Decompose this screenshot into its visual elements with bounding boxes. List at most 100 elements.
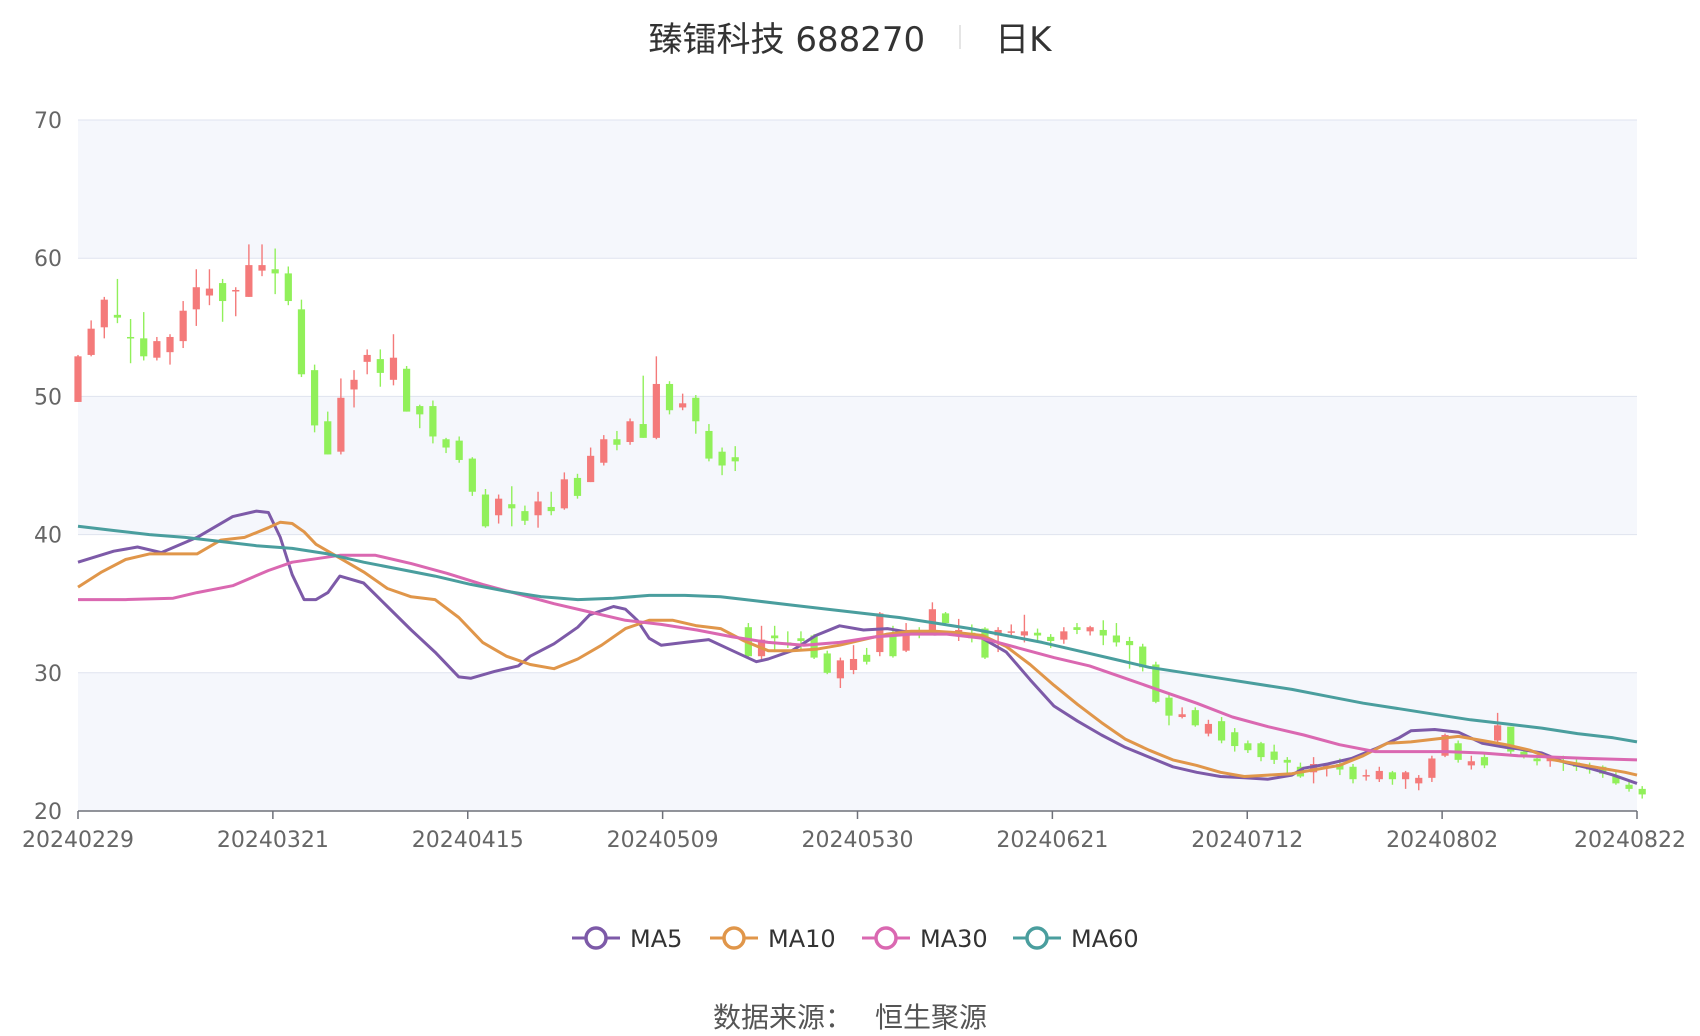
candle-body xyxy=(836,660,844,679)
candle xyxy=(403,365,411,412)
grid-lines xyxy=(78,119,1637,674)
candle-body xyxy=(126,336,135,339)
candle xyxy=(836,657,844,689)
candle xyxy=(429,400,437,444)
title-separator xyxy=(959,24,962,49)
candle-body xyxy=(1047,636,1055,642)
candle xyxy=(928,602,936,633)
candle xyxy=(442,437,450,454)
candle-body xyxy=(166,336,174,353)
candle-body xyxy=(87,328,95,355)
candle xyxy=(665,381,674,415)
candle-body xyxy=(1060,631,1068,640)
candle xyxy=(1467,755,1475,770)
candle-body xyxy=(797,638,805,642)
x-tick-label: 20240415 xyxy=(412,828,524,853)
candle-body xyxy=(376,359,384,373)
candle-body xyxy=(1112,635,1121,643)
candle-body xyxy=(153,341,161,358)
x-tick-label: 20240822 xyxy=(1574,828,1686,853)
period-label[interactable]: 日K xyxy=(995,20,1052,60)
candle xyxy=(376,349,384,387)
candle-body xyxy=(1467,761,1475,766)
legend-item-ma5[interactable]: MA5 xyxy=(572,925,682,953)
legend-marker xyxy=(1025,926,1049,950)
candle xyxy=(1244,740,1252,753)
candle xyxy=(1257,741,1265,762)
candle xyxy=(455,436,463,463)
candle xyxy=(1112,623,1121,647)
candle-body xyxy=(547,506,555,512)
candle xyxy=(126,319,135,364)
candle-body xyxy=(337,397,345,452)
x-tick-label: 20240229 xyxy=(22,828,134,853)
candle-body xyxy=(665,383,674,411)
stock-name: 臻镭科技 688270 xyxy=(648,20,926,60)
candle xyxy=(74,354,82,402)
legend-label: MA30 xyxy=(920,925,988,953)
candle xyxy=(876,611,884,657)
candle-body xyxy=(1533,758,1541,762)
y-tick-label: 30 xyxy=(34,662,62,687)
legend-item-ma10[interactable]: MA10 xyxy=(710,925,836,953)
candle-body xyxy=(613,439,621,445)
ma-line-ma60 xyxy=(77,524,1638,744)
candle-body xyxy=(468,458,476,492)
candle xyxy=(1086,625,1094,636)
candle xyxy=(902,623,910,653)
candle xyxy=(1178,707,1186,719)
source-value: 恒生聚源 xyxy=(875,1001,988,1034)
x-tick-label: 20240321 xyxy=(217,828,329,853)
candle-body xyxy=(324,421,332,455)
candle xyxy=(192,269,200,326)
x-tick-label: 20240509 xyxy=(607,828,719,853)
candle-body xyxy=(1007,631,1015,633)
legend-marker xyxy=(722,926,746,950)
candle xyxy=(718,447,726,476)
candle-body xyxy=(1152,664,1160,702)
candle-body xyxy=(889,635,897,657)
candle-body xyxy=(1599,766,1607,774)
candle-body xyxy=(1428,758,1436,778)
candle xyxy=(232,287,240,317)
legend-item-ma60[interactable]: MA60 xyxy=(1013,925,1139,953)
candle-body xyxy=(1480,757,1489,766)
candle xyxy=(1401,770,1410,789)
candle-body xyxy=(1401,772,1410,780)
candle-body xyxy=(1125,641,1134,646)
candle-body xyxy=(1507,726,1515,752)
source-label: 数据来源： xyxy=(712,1001,853,1034)
candle xyxy=(639,375,647,438)
candle xyxy=(1428,755,1436,782)
candle xyxy=(560,472,568,510)
candle-body xyxy=(705,430,713,459)
candle xyxy=(1204,719,1213,737)
candle xyxy=(521,505,529,525)
candle xyxy=(849,645,858,675)
candle-body xyxy=(416,406,424,415)
candle-body xyxy=(179,310,187,342)
candle xyxy=(218,278,227,322)
candle xyxy=(1375,766,1383,782)
candle xyxy=(468,457,476,496)
candle-body xyxy=(810,635,818,658)
legend-item-ma30[interactable]: MA30 xyxy=(862,925,988,953)
grid-band xyxy=(78,120,1637,259)
candle xyxy=(1388,770,1397,785)
candle-body xyxy=(1086,627,1094,632)
candle xyxy=(771,625,779,653)
candle-body xyxy=(587,455,595,483)
candle xyxy=(1612,772,1620,785)
candle xyxy=(1638,786,1646,799)
legend-marker xyxy=(874,926,898,950)
candle-body xyxy=(560,479,568,509)
candle xyxy=(1349,764,1357,784)
candle xyxy=(258,244,266,277)
candle xyxy=(166,334,174,365)
candle xyxy=(389,334,398,386)
candle-body xyxy=(1020,631,1029,636)
x-tick-label: 20240621 xyxy=(996,828,1108,853)
candle xyxy=(363,349,371,375)
candle xyxy=(652,356,660,440)
candle-body xyxy=(1349,766,1357,780)
